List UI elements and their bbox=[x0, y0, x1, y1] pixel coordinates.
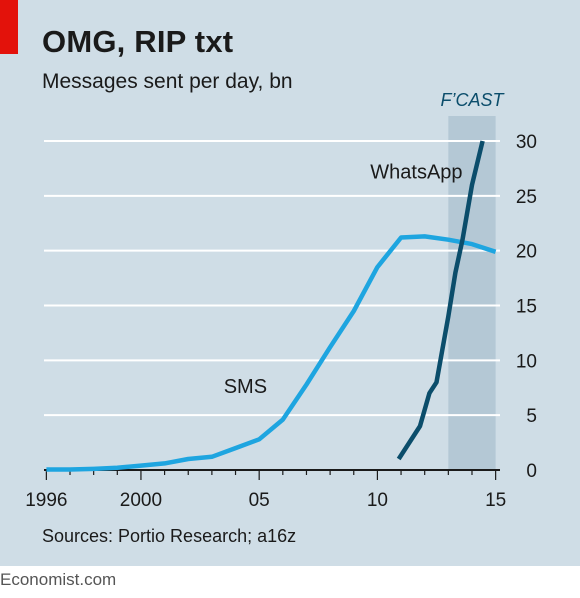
series-line-sms bbox=[46, 234, 497, 472]
series-label-whatsapp: WhatsApp bbox=[370, 161, 462, 183]
x-tick-label: 05 bbox=[249, 490, 270, 511]
brand-red-tag bbox=[0, 0, 18, 54]
x-tick-label: 1996 bbox=[25, 490, 67, 511]
forecast-label: F’CAST bbox=[440, 90, 505, 110]
source-note: Sources: Portio Research; a16z bbox=[42, 526, 297, 546]
forecast-band bbox=[448, 116, 496, 470]
x-tick-label: 2000 bbox=[120, 490, 162, 511]
y-tick-label: 10 bbox=[516, 351, 537, 372]
y-tick-label: 20 bbox=[516, 242, 537, 263]
y-tick-label: 15 bbox=[516, 297, 537, 318]
chart-title: OMG, RIP txt bbox=[42, 24, 234, 59]
y-axis-ticks: 0 5 10 15 20 25 30 bbox=[516, 132, 537, 482]
y-tick-label: 30 bbox=[516, 132, 537, 153]
x-tick-label: 10 bbox=[367, 490, 388, 511]
series-lines bbox=[46, 140, 497, 472]
x-tick-label: 15 bbox=[485, 490, 506, 511]
y-tick-label: 5 bbox=[526, 406, 537, 427]
x-axis: 1996 2000 05 10 15 bbox=[25, 469, 506, 511]
footer-credit: Economist.com bbox=[0, 570, 117, 589]
y-tick-label: 0 bbox=[526, 461, 537, 482]
y-tick-label: 25 bbox=[516, 187, 537, 208]
series-label-sms: SMS bbox=[224, 376, 267, 398]
chart-subtitle: Messages sent per day, bn bbox=[42, 70, 293, 93]
series-line-whatsapp bbox=[396, 140, 485, 461]
